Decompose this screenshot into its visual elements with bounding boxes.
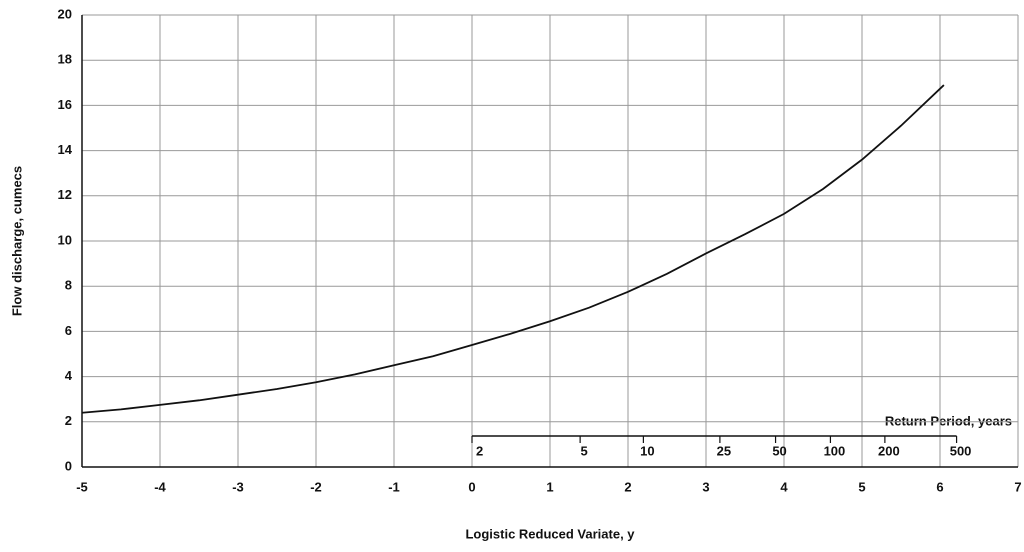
y-tick-label: 10 bbox=[58, 232, 72, 247]
y-tick-label: 2 bbox=[65, 413, 72, 428]
y-tick-label: 4 bbox=[65, 368, 73, 383]
x-tick-label: -5 bbox=[76, 479, 88, 494]
x-axis-title: Logistic Reduced Variate, y bbox=[465, 526, 635, 541]
x-tick-label: 2 bbox=[624, 479, 631, 494]
x-tick-label: 5 bbox=[858, 479, 865, 494]
y-tick-label: 16 bbox=[58, 97, 72, 112]
y-axis-title: Flow discharge, cumecs bbox=[9, 166, 24, 316]
x-tick-label: 0 bbox=[468, 479, 475, 494]
x-tick-label: -3 bbox=[232, 479, 244, 494]
x2-tick-label: 100 bbox=[824, 443, 846, 458]
y-tick-label: 20 bbox=[58, 6, 72, 21]
x2-axis-title: Return Period, years bbox=[885, 413, 1012, 428]
x2-tick-label: 50 bbox=[772, 443, 786, 458]
x-tick-label: 3 bbox=[702, 479, 709, 494]
x2-tick-label: 10 bbox=[640, 443, 654, 458]
y-tick-label: 8 bbox=[65, 278, 72, 293]
y-tick-label: 6 bbox=[65, 323, 72, 338]
x2-tick-label: 25 bbox=[717, 443, 731, 458]
x-tick-label: 1 bbox=[546, 479, 553, 494]
x-tick-label: 6 bbox=[936, 479, 943, 494]
x-tick-label: 4 bbox=[780, 479, 788, 494]
x2-tick-label: 5 bbox=[581, 443, 588, 458]
x-tick-label: 7 bbox=[1014, 479, 1021, 494]
line bbox=[81, 84, 945, 414]
y-tick-label: 12 bbox=[58, 187, 72, 202]
y-tick-label: 0 bbox=[65, 458, 72, 473]
y-tick-label: 18 bbox=[58, 52, 72, 67]
x2-tick-label: 2 bbox=[476, 443, 483, 458]
x2-tick-label: 200 bbox=[878, 443, 900, 458]
x-tick-label: -1 bbox=[388, 479, 400, 494]
x-tick-label: -2 bbox=[310, 479, 322, 494]
x-tick-label: -4 bbox=[154, 479, 166, 494]
x2-tick-label: 500 bbox=[950, 443, 972, 458]
y-tick-label: 14 bbox=[58, 142, 73, 157]
